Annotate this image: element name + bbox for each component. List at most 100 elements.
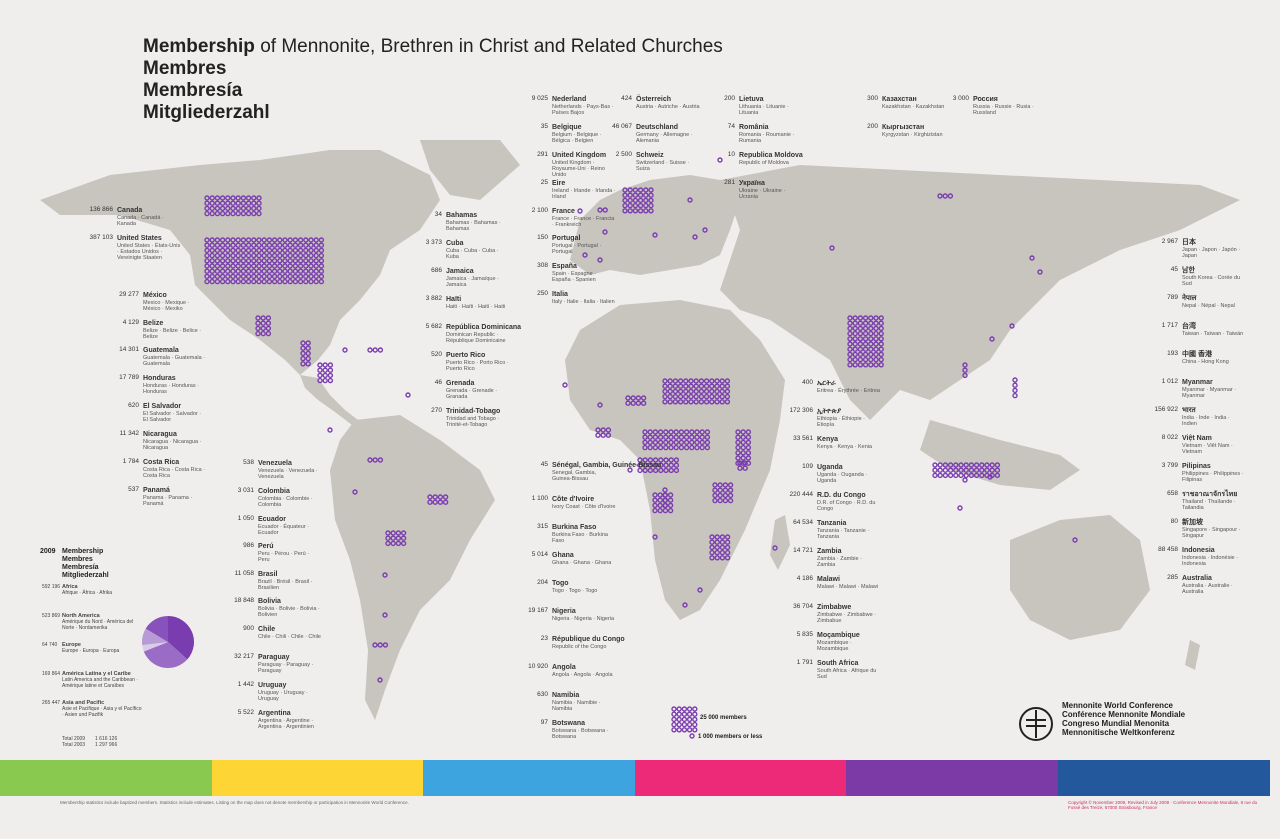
country-translations: Belgium · Belgique · Bélgica · Belgien	[552, 132, 602, 144]
member-dot	[667, 388, 673, 395]
member-dot	[942, 467, 949, 473]
member-dot	[714, 388, 720, 395]
member-dot	[688, 383, 694, 389]
member-dot	[235, 210, 241, 217]
member-dot	[367, 457, 373, 463]
member-dot	[703, 393, 710, 400]
country-label-bahamas: 34 Bahamas Bahamas · Bahamas · Bahamas	[435, 211, 510, 232]
member-dot	[647, 467, 654, 474]
member-dot	[673, 439, 679, 446]
member-dot	[693, 383, 699, 389]
member-dot	[400, 535, 407, 541]
member-dot	[600, 432, 606, 438]
member-dot	[647, 462, 654, 468]
member-dot	[962, 362, 968, 368]
member-dot	[256, 242, 262, 248]
region-translations: Europe · Europa · Europa	[62, 648, 120, 654]
country-label-italy: 250 Italia Italy · Italie · Italia · Itali…	[537, 290, 616, 305]
member-dot	[251, 242, 257, 248]
country-label-kyrgyzstan: 200 Кыргызстан Kyrgyzstan · Kirghizistan	[867, 123, 946, 138]
country-count: 45	[540, 461, 548, 468]
country-name: España	[552, 263, 577, 270]
member-dot	[719, 555, 726, 561]
country-label-republic-of-moldova: 10 Republica Moldova Republic of Moldova	[728, 151, 803, 166]
country-name: France	[552, 208, 575, 215]
country-name: United States	[117, 235, 162, 242]
member-dot	[600, 427, 606, 433]
country-name: Australia	[1182, 575, 1212, 582]
country-label-mozambique: 5 835 Moçambique Mozambique · Mozambique	[797, 631, 881, 652]
member-dot	[878, 315, 884, 321]
country-label-spain: 308 España Spain · Espagne · España · Span…	[537, 262, 616, 283]
member-dot	[214, 200, 221, 206]
country-label-australia: 285 Australia Australia · Australie · Aust…	[1167, 574, 1246, 595]
member-dot	[251, 268, 257, 274]
country-translations: Ghana · Ghana · Ghana	[552, 560, 612, 566]
country-translations: Venezuela · Venezuela · Venezuela	[258, 468, 318, 480]
member-dot	[400, 530, 407, 536]
member-dot	[297, 278, 304, 285]
country-label-cuba: 3 373 Cuba Cuba · Cuba · Cuba · Kuba	[426, 239, 510, 260]
member-dot	[719, 393, 725, 400]
member-dot	[230, 263, 236, 269]
country-label-vietnam: 8 022 Việt Nam Vietnam · Viêt Nam · Vietna…	[1162, 434, 1246, 455]
member-dot	[297, 252, 304, 259]
member-dot	[214, 252, 221, 259]
member-dot	[857, 356, 864, 363]
country-count: 64 534	[793, 519, 813, 526]
landmass-greenland	[420, 140, 520, 200]
member-dot	[714, 383, 720, 389]
member-dot	[595, 432, 601, 438]
member-dot	[245, 247, 252, 254]
member-dot	[292, 237, 299, 243]
country-translations: Chile · Chili · Chile · Chile	[258, 634, 321, 640]
country-label-zambia: 14 721 Zambia Zambia · Zambie · Zambia	[793, 547, 881, 568]
dot-clusters	[204, 157, 1078, 683]
member-dot	[230, 210, 236, 217]
member-dot	[847, 356, 853, 363]
member-dot	[745, 434, 752, 440]
country-translations: Zimbabwe · Zimbabwe · Zimbabue	[817, 612, 876, 624]
country-label-peru: 986 Perú Peru · Pérou · Perú · Peru	[243, 542, 322, 563]
member-dot	[740, 444, 746, 451]
member-dot	[942, 462, 949, 468]
member-dot	[683, 444, 690, 451]
member-dot	[703, 378, 710, 384]
member-dot	[683, 439, 690, 446]
country-name: République du Congo	[552, 636, 625, 643]
member-dot	[225, 195, 231, 201]
legend-dot-single	[689, 733, 695, 739]
member-dot	[673, 467, 680, 474]
member-dot	[595, 427, 601, 433]
member-dot	[318, 252, 325, 259]
country-translations: China - Hong Kong	[1182, 359, 1229, 365]
legend-key-big: 25 000 members	[700, 715, 747, 721]
member-dot	[308, 258, 314, 264]
member-dot	[662, 399, 668, 405]
member-dot	[225, 258, 231, 264]
member-dot	[652, 434, 659, 440]
country-count: 1 012	[1161, 378, 1178, 385]
member-dot	[327, 377, 334, 384]
country-translations: Republic of the Congo	[552, 644, 607, 650]
member-dot	[297, 263, 304, 269]
member-dot	[255, 320, 261, 326]
member-dot	[683, 399, 689, 405]
member-dot	[265, 325, 272, 332]
member-dot	[648, 187, 654, 193]
country-count: 32 217	[234, 653, 254, 660]
country-translations: South Africa · Afrique du Sud	[817, 668, 877, 680]
member-dot	[204, 237, 210, 243]
member-dot	[652, 444, 659, 451]
member-dot	[287, 273, 293, 280]
member-dot	[300, 345, 306, 351]
member-dot	[317, 367, 323, 373]
member-dot	[390, 535, 396, 541]
member-dot	[699, 439, 705, 446]
member-dot	[637, 462, 643, 468]
member-dot	[260, 320, 266, 326]
member-dot	[652, 497, 658, 503]
member-dot	[714, 393, 720, 400]
member-dot	[722, 492, 729, 499]
member-dot	[735, 439, 741, 446]
